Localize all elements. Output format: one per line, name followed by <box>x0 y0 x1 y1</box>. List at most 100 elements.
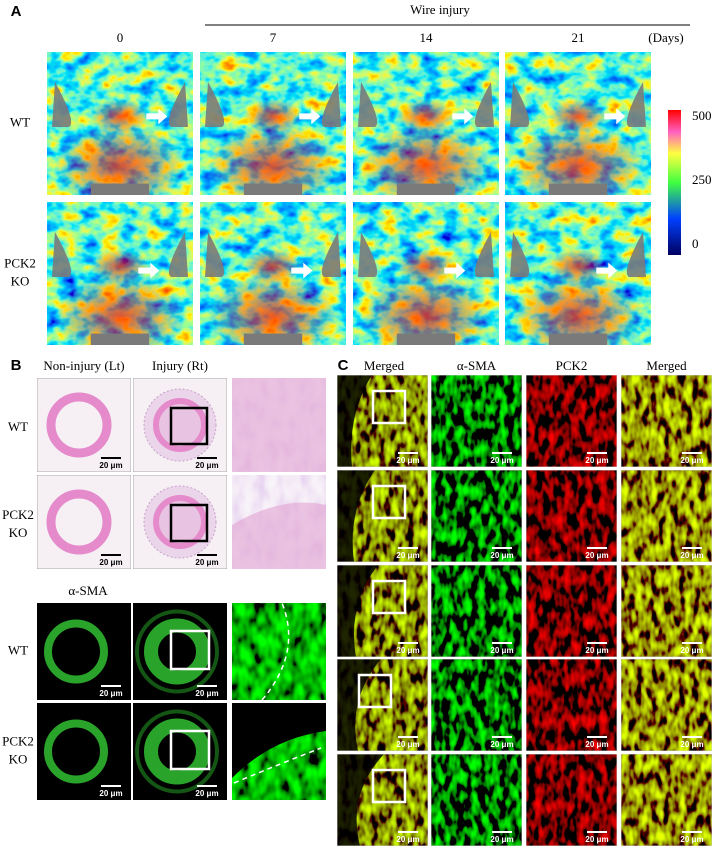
fluorescent-image <box>621 470 712 562</box>
hot-region <box>207 123 339 195</box>
label: PCK2 <box>4 255 36 270</box>
hot-region <box>207 273 339 345</box>
arrow <box>138 262 160 279</box>
hot-region <box>512 273 644 345</box>
label: C <box>338 357 349 374</box>
label: A <box>11 3 22 20</box>
if-texture <box>232 603 326 700</box>
he-image <box>37 475 131 569</box>
background-region <box>205 232 341 277</box>
tissue-edge <box>337 754 384 846</box>
heatmap-image <box>353 202 499 345</box>
zoom-box <box>371 579 407 615</box>
label: Wire injury <box>410 2 470 17</box>
fluorescent-image <box>337 375 428 467</box>
scale-bar-label: 20 μm <box>585 835 608 844</box>
scale-bar-label: 20 μm <box>396 551 419 560</box>
scale-bar-label: 20 μm <box>195 689 218 698</box>
fluorescent-image <box>37 603 131 700</box>
background-region <box>358 232 494 277</box>
label: PCK2 <box>2 507 34 522</box>
scale-bar-label: 20 μm <box>585 456 608 465</box>
arrow <box>299 108 321 125</box>
label: 500 <box>692 108 712 123</box>
scale-bar-label: 20 μm <box>680 740 703 749</box>
fluorescent-image <box>337 565 428 657</box>
scale-bar-label: 20 μm <box>680 456 703 465</box>
heatmap-image <box>200 52 346 195</box>
if-adventitia <box>135 709 219 794</box>
heatmap-image <box>200 202 346 345</box>
tissue-edge <box>337 659 381 751</box>
scale-bar-label: 20 μm <box>490 835 513 844</box>
label: Non-injury (Lt) <box>43 358 124 373</box>
if-lumen <box>232 703 326 778</box>
scale-bar-label: 20 μm <box>396 646 419 655</box>
label: 0 <box>692 236 699 251</box>
he-image <box>133 475 227 569</box>
scale-bar-label: 20 μm <box>490 740 513 749</box>
hot-region <box>90 99 150 134</box>
hot-region <box>396 249 456 284</box>
scale-bar-label: 20 μm <box>99 461 122 470</box>
label: Merged <box>364 358 405 373</box>
background-region <box>52 232 188 277</box>
if-adventitia <box>135 609 219 694</box>
he-vessel-wall <box>46 489 112 555</box>
background-region <box>243 183 303 195</box>
heatmap-image <box>47 202 193 345</box>
hot-region <box>360 273 492 345</box>
fluorescent-image <box>431 375 522 467</box>
background-region <box>548 183 608 195</box>
zoom-box <box>169 406 209 446</box>
fluorescent-image <box>526 565 617 657</box>
fluorescent-image <box>337 754 428 846</box>
scale-bar-label: 20 μm <box>585 551 608 560</box>
he-image <box>133 378 227 472</box>
label: WT <box>8 419 28 434</box>
heatmap-image <box>505 52 651 195</box>
if-texture <box>621 470 712 562</box>
tissue-edge <box>337 470 375 562</box>
hot-region <box>360 123 492 195</box>
dashed-border <box>261 603 290 700</box>
zoom-box <box>371 389 407 425</box>
if-texture <box>621 659 712 751</box>
scale-bar-label: 20 μm <box>99 558 122 567</box>
scale-bar-label: 20 μm <box>490 456 513 465</box>
zoom-box <box>169 729 211 771</box>
fluorescent-image <box>621 659 712 751</box>
arrow <box>444 262 466 279</box>
fluorescent-image <box>526 754 617 846</box>
label: PCK2 <box>2 733 34 748</box>
if-texture <box>431 754 522 846</box>
if-texture <box>526 375 617 467</box>
label: 7 <box>270 30 277 45</box>
scale-bar-label: 20 μm <box>195 558 218 567</box>
background-region <box>358 82 494 127</box>
scale-bar-label: 20 μm <box>490 551 513 560</box>
background-region <box>510 82 646 127</box>
scale-bar-label: 20 μm <box>585 740 608 749</box>
fluorescent-image <box>431 470 522 562</box>
fluorescent-image <box>621 565 712 657</box>
if-texture <box>431 375 522 467</box>
hot-region <box>548 249 608 284</box>
heatmap-image <box>47 52 193 195</box>
background-region <box>205 82 341 127</box>
scale-bar-label: 20 μm <box>99 689 122 698</box>
arrow <box>291 262 313 279</box>
hot-region <box>54 273 186 345</box>
scale-bar-label: 20 μm <box>680 551 703 560</box>
if-texture <box>431 470 522 562</box>
zoom-box <box>371 768 407 804</box>
scale-bar-label: 20 μm <box>195 461 218 470</box>
scale-bar-label: 20 μm <box>396 456 419 465</box>
fluorescent-image <box>431 754 522 846</box>
hot-region <box>54 123 186 195</box>
label: α-SMA <box>68 583 108 598</box>
fluorescent-image <box>133 703 227 800</box>
scale-bar-label: 20 μm <box>585 646 608 655</box>
he-vessel-wall <box>153 398 207 452</box>
